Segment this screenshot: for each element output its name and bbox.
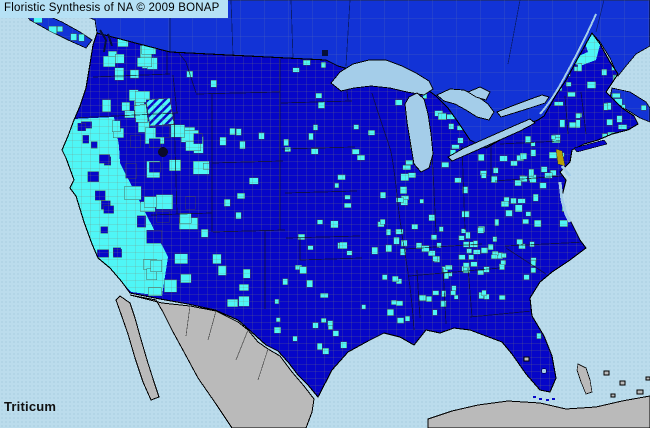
us-state-borders (72, 36, 587, 331)
great-salt-lake (158, 147, 168, 157)
puget-sound (99, 29, 113, 53)
mexico-mainland (129, 294, 315, 428)
county-patch (70, 33, 77, 41)
lake-huron (436, 88, 495, 121)
long-island (573, 139, 608, 153)
county-patch (33, 17, 43, 23)
lake-superior (330, 59, 434, 96)
outside-region (115, 294, 650, 428)
lake-erie (447, 118, 536, 162)
lake-of-the-woods (322, 50, 328, 56)
delaware-exotic-state (555, 148, 566, 167)
lake-michigan (404, 92, 434, 173)
lake-ontario (496, 94, 550, 118)
lake-okeechobee (541, 368, 547, 374)
mexico-state-borders (185, 305, 269, 381)
georgian-bay (467, 86, 491, 101)
bahamas (523, 356, 650, 398)
chesapeake-bay (558, 165, 572, 223)
county-patch (78, 34, 85, 42)
map-title: Floristic Synthesis of NA © 2009 BONAP (0, 0, 228, 18)
st-lawrence-river (539, 13, 597, 115)
taxon-label: Triticum (4, 399, 57, 414)
cuba (427, 395, 650, 428)
baja-california (115, 295, 160, 401)
county-patch (612, 93, 621, 98)
canada-province-borders (169, 0, 605, 67)
florida-keys (533, 396, 555, 401)
county-patch (640, 105, 647, 111)
county-patch (57, 26, 63, 32)
